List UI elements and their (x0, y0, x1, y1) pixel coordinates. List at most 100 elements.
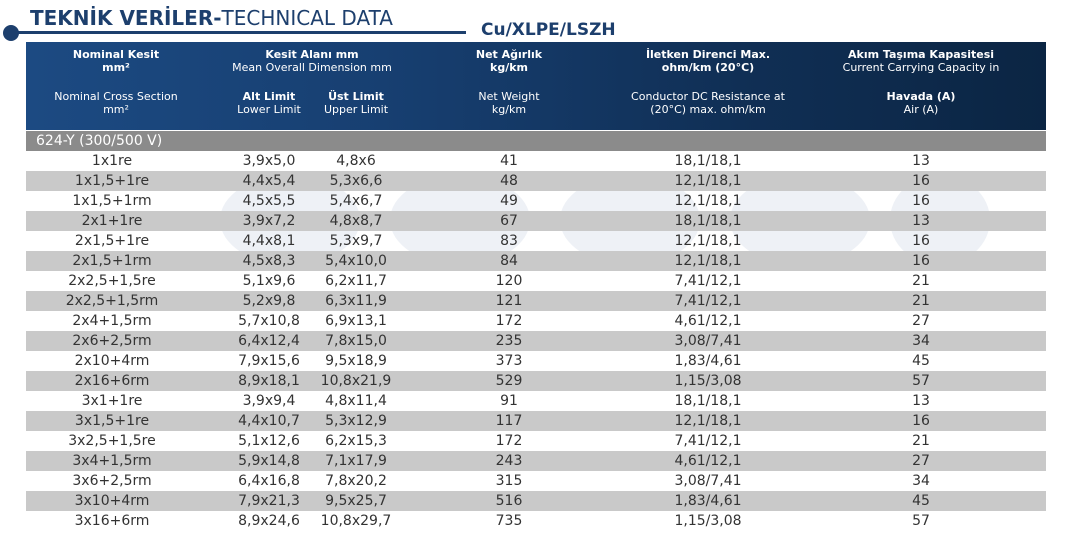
cell-upper-limit: 7,8x15,0 (325, 333, 387, 349)
header-col4-en: Conductor DC Resistance at (631, 90, 785, 103)
cell-capacity: 13 (912, 393, 930, 409)
table-body: 1x1re 3,9x5,0 4,8x6 41 18,1/18,1 13 1x1,5+1re 4… (26, 151, 1046, 531)
cell-lower-limit: 6,4x12,4 (238, 333, 300, 349)
cell-capacity: 27 (912, 453, 930, 469)
cell-capacity: 45 (912, 493, 930, 509)
table-row: 1x1re 3,9x5,0 4,8x6 41 18,1/18,1 13 (26, 151, 1046, 171)
cell-capacity: 21 (912, 293, 930, 309)
header-col5-en-unit: Air (A) (903, 103, 939, 116)
cell-upper-limit: 9,5x18,9 (325, 353, 387, 369)
cell-resistance: 12,1/18,1 (674, 413, 742, 429)
cell-cross-section: 2x16+6rm (74, 373, 150, 389)
cell-upper-limit: 6,2x15,3 (325, 433, 387, 449)
cell-cross-section: 1x1,5+1re (74, 173, 150, 189)
table-row: 2x2,5+1,5re 5,1x9,6 6,2x11,7 120 7,41/12,1 21 (26, 271, 1046, 291)
cell-net-weight: 84 (500, 253, 518, 269)
header-col2-en: Mean Overall Dimension mm (232, 61, 392, 74)
header-resistance-en: Conductor DC Resistance at (20°C) max. o… (618, 90, 798, 116)
cell-resistance: 18,1/18,1 (674, 393, 742, 409)
cell-lower-limit: 7,9x15,6 (238, 353, 300, 369)
cell-capacity: 57 (912, 513, 930, 529)
cell-lower-limit: 3,9x9,4 (242, 393, 296, 409)
cell-net-weight: 529 (495, 373, 523, 389)
table-row: 2x6+2,5rm 6,4x12,4 7,8x15,0 235 3,08/7,41 34 (26, 331, 1046, 351)
cell-cross-section: 2x10+4rm (74, 353, 150, 369)
title-rule-dot (3, 25, 19, 41)
cell-upper-limit: 5,3x9,7 (329, 233, 383, 249)
table-row: 1x1,5+1rm 4,5x5,5 5,4x6,7 49 12,1/18,1 16 (26, 191, 1046, 211)
cell-cross-section: 2x2,5+1,5rm (65, 293, 159, 309)
cell-upper-limit: 5,4x6,7 (329, 193, 383, 209)
header-nominal-kesit: Nominal Kesit mm² (66, 48, 166, 74)
cell-net-weight: 243 (495, 453, 523, 469)
header-col3-en: Net Weight (478, 90, 540, 103)
header-capacity-en: Havada (A) Air (A) (871, 90, 971, 116)
cell-net-weight: 83 (500, 233, 518, 249)
cell-capacity: 16 (912, 173, 930, 189)
cell-net-weight: 49 (500, 193, 518, 209)
cell-lower-limit: 5,1x9,6 (242, 273, 296, 289)
cell-upper-limit: 6,3x11,9 (325, 293, 387, 309)
title-rule (16, 31, 466, 34)
table-row: 2x1+1re 3,9x7,2 4,8x8,7 67 18,1/18,1 13 (26, 211, 1046, 231)
cell-cross-section: 3x1,5+1re (74, 413, 150, 429)
table-row: 2x1,5+1rm 4,5x8,3 5,4x10,0 84 12,1/18,1 16 (26, 251, 1046, 271)
header-col4-tr-unit: ohm/km (20°C) (661, 61, 755, 74)
header-col3-tr: Net Ağırlık (475, 48, 543, 61)
title-light: TECHNICAL DATA (221, 6, 393, 30)
cell-lower-limit: 4,4x10,7 (238, 413, 300, 429)
cell-capacity: 21 (912, 273, 930, 289)
cell-upper-limit: 5,3x12,9 (325, 413, 387, 429)
cell-cross-section: 2x1,5+1re (74, 233, 150, 249)
table-row: 3x4+1,5rm 5,9x14,8 7,1x17,9 243 4,61/12,1 27 (26, 451, 1046, 471)
cell-lower-limit: 6,4x16,8 (238, 473, 300, 489)
cell-upper-limit: 7,1x17,9 (325, 453, 387, 469)
cell-upper-limit: 7,8x20,2 (325, 473, 387, 489)
table-row: 1x1,5+1re 4,4x5,4 5,3x6,6 48 12,1/18,1 16 (26, 171, 1046, 191)
table-row: 3x6+2,5rm 6,4x16,8 7,8x20,2 315 3,08/7,41 34 (26, 471, 1046, 491)
cell-resistance: 18,1/18,1 (674, 153, 742, 169)
cell-capacity: 27 (912, 313, 930, 329)
header-capacity-tr: Akım Taşıma Kapasitesi Current Carrying … (826, 48, 1016, 74)
cell-net-weight: 516 (495, 493, 523, 509)
cell-resistance: 12,1/18,1 (674, 233, 742, 249)
cell-cross-section: 3x4+1,5rm (72, 453, 152, 469)
cell-lower-limit: 5,9x14,8 (238, 453, 300, 469)
cell-net-weight: 117 (495, 413, 523, 429)
header-col2a-en: Lower Limit (237, 103, 301, 116)
header-col4-en-unit: (20°C) max. ohm/km (650, 103, 766, 116)
header-col5-tr: Akım Taşıma Kapasitesi (847, 48, 995, 61)
cell-upper-limit: 5,4x10,0 (325, 253, 387, 269)
cell-capacity: 16 (912, 193, 930, 209)
cell-lower-limit: 5,1x12,6 (238, 433, 300, 449)
header-col3-en-unit: kg/km (491, 103, 527, 116)
cell-cross-section: 3x2,5+1,5re (68, 433, 156, 449)
cell-resistance: 1,83/4,61 (674, 493, 742, 509)
cell-resistance: 12,1/18,1 (674, 173, 742, 189)
cell-cross-section: 2x4+1,5rm (72, 313, 152, 329)
cell-net-weight: 172 (495, 313, 523, 329)
cell-cross-section: 1x1,5+1rm (72, 193, 152, 209)
header-lower-limit: Alt Limit Lower Limit (234, 90, 304, 116)
cell-capacity: 13 (912, 153, 930, 169)
cell-capacity: 13 (912, 213, 930, 229)
cell-cross-section: 3x1+1re (81, 393, 143, 409)
cell-upper-limit: 4,8x8,7 (329, 213, 383, 229)
table-row: 2x4+1,5rm 5,7x10,8 6,9x13,1 172 4,61/12,1 27 (26, 311, 1046, 331)
header-col1-tr: Nominal Kesit (72, 48, 160, 61)
header-kesit-alani: Kesit Alanı mm Mean Overall Dimension mm (226, 48, 398, 74)
cell-capacity: 34 (912, 473, 930, 489)
cell-lower-limit: 3,9x5,0 (242, 153, 296, 169)
cell-cross-section: 2x2,5+1,5re (68, 273, 156, 289)
cell-net-weight: 120 (495, 273, 523, 289)
cell-resistance: 7,41/12,1 (674, 273, 742, 289)
table-row: 3x1+1re 3,9x9,4 4,8x11,4 91 18,1/18,1 13 (26, 391, 1046, 411)
cell-capacity: 34 (912, 333, 930, 349)
table-row: 2x10+4rm 7,9x15,6 9,5x18,9 373 1,83/4,61 45 (26, 351, 1046, 371)
table-row: 3x2,5+1,5re 5,1x12,6 6,2x15,3 172 7,41/12,1 2… (26, 431, 1046, 451)
cell-net-weight: 91 (500, 393, 518, 409)
header-col2b-tr: Üst Limit (328, 90, 384, 103)
cell-lower-limit: 4,5x8,3 (242, 253, 296, 269)
header-col1-en-unit: mm² (103, 103, 129, 116)
header-col3-tr-unit: kg/km (490, 61, 528, 74)
